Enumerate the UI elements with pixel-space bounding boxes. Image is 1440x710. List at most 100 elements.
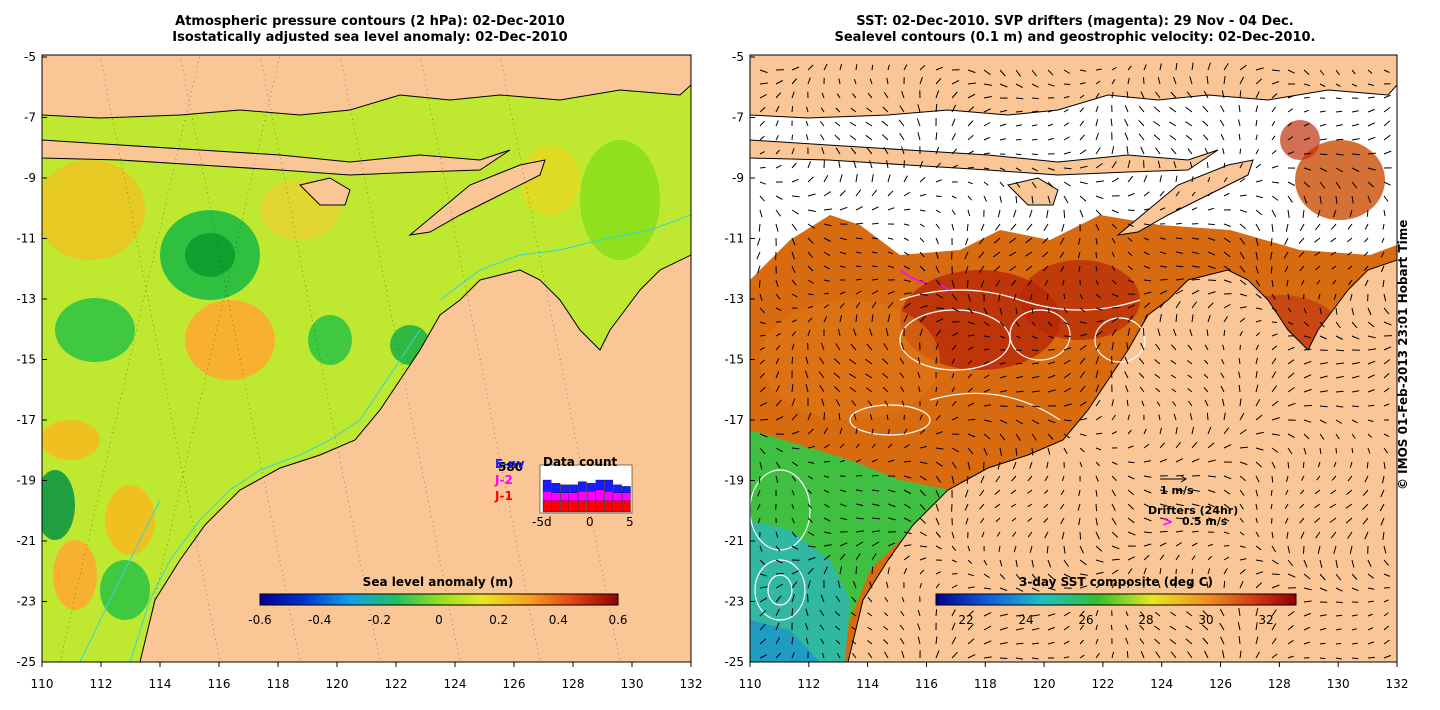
velocity-arrow	[935, 475, 942, 483]
velocity-arrow	[1095, 132, 1099, 141]
data-count-bar-j1	[586, 500, 596, 513]
velocity-arrow	[1061, 531, 1065, 540]
velocity-arrow	[1175, 278, 1184, 281]
velocity-arrow	[887, 190, 894, 197]
velocity-arrow	[1270, 489, 1273, 496]
velocity-arrow	[1271, 573, 1280, 575]
velocity-arrow	[967, 181, 973, 185]
velocity-arrow	[1207, 291, 1216, 295]
velocity-arrow	[1316, 475, 1321, 481]
velocity-arrow	[1203, 373, 1209, 379]
velocity-arrow	[1095, 447, 1102, 451]
velocity-arrow	[1223, 162, 1226, 169]
velocity-arrow	[1159, 251, 1167, 255]
velocity-arrow	[1335, 587, 1343, 592]
velocity-arrow	[1204, 359, 1209, 365]
right-lon-tick-label: 110	[739, 677, 762, 691]
velocity-arrow	[1271, 417, 1280, 421]
velocity-arrow	[855, 517, 864, 520]
velocity-arrow	[1095, 384, 1100, 393]
velocity-arrow	[995, 475, 1001, 483]
velocity-arrow	[1063, 209, 1066, 219]
velocity-arrow	[1047, 419, 1056, 424]
velocity-arrow	[919, 475, 927, 481]
velocity-arrow	[1126, 146, 1129, 155]
velocity-arrow	[1124, 105, 1129, 113]
velocity-arrow	[1362, 489, 1369, 497]
velocity-arrow	[1015, 362, 1023, 365]
velocity-arrow	[806, 106, 809, 113]
velocity-arrow	[1367, 152, 1376, 155]
velocity-arrow	[818, 371, 825, 379]
velocity-arrow	[807, 237, 814, 244]
velocity-arrow	[1255, 571, 1264, 575]
velocity-arrow	[1063, 83, 1071, 85]
velocity-arrow	[1095, 209, 1102, 216]
velocity-arrow	[983, 335, 990, 338]
velocity-arrow	[1383, 625, 1390, 631]
velocity-arrow	[759, 334, 766, 337]
velocity-arrow	[791, 384, 794, 393]
velocity-arrow	[1283, 251, 1289, 259]
velocity-arrow	[759, 321, 766, 325]
velocity-arrow	[834, 625, 841, 631]
velocity-arrow	[1095, 545, 1103, 552]
velocity-arrow	[1255, 67, 1264, 71]
velocity-arrow	[1079, 371, 1086, 379]
right-lon-tick-label: 130	[1327, 677, 1350, 691]
velocity-arrow	[775, 595, 782, 603]
velocity-arrow	[1011, 517, 1017, 522]
velocity-arrow	[1047, 109, 1054, 113]
velocity-arrow	[900, 386, 905, 393]
velocity-arrow	[1095, 652, 1100, 659]
velocity-arrow	[1015, 349, 1022, 352]
velocity-arrow	[1223, 223, 1231, 227]
velocity-arrow	[919, 237, 925, 243]
velocity-arrow	[871, 314, 874, 323]
velocity-arrow	[965, 237, 969, 246]
velocity-arrow	[883, 612, 889, 617]
velocity-arrow	[869, 581, 873, 589]
velocity-arrow	[951, 545, 957, 551]
velocity-arrow	[1169, 639, 1177, 645]
velocity-arrow	[1383, 403, 1390, 407]
velocity-arrow	[820, 594, 825, 603]
velocity-arrow	[1299, 517, 1305, 524]
velocity-arrow	[1363, 265, 1369, 271]
velocity-arrow	[999, 657, 1008, 659]
left-lon-tick-label: 116	[208, 677, 231, 691]
velocity-arrow	[855, 290, 862, 295]
velocity-arrow	[901, 400, 905, 407]
velocity-arrow	[1095, 356, 1100, 365]
velocity-arrow	[1154, 625, 1161, 631]
velocity-arrow	[1095, 265, 1098, 272]
velocity-arrow	[1127, 531, 1136, 536]
velocity-arrow	[1010, 503, 1017, 508]
right-lon-tick-label: 112	[797, 677, 820, 691]
velocity-arrow	[791, 651, 795, 659]
velocity-arrow	[1284, 517, 1289, 524]
velocity-arrow	[759, 82, 768, 85]
velocity-arrow	[1271, 149, 1277, 155]
velocity-arrow	[805, 356, 809, 365]
velocity-arrow	[1143, 314, 1148, 323]
velocity-arrow	[1303, 360, 1312, 365]
velocity-arrow	[1333, 545, 1337, 554]
velocity-arrow	[935, 66, 943, 71]
velocity-arrow	[1220, 105, 1225, 113]
velocity-arrow	[821, 652, 825, 659]
velocity-arrow	[1271, 223, 1274, 232]
velocity-arrow	[759, 447, 766, 455]
velocity-arrow	[839, 427, 843, 435]
velocity-arrow	[1299, 265, 1305, 272]
velocity-arrow	[1175, 62, 1178, 71]
velocity-arrow	[899, 637, 905, 645]
velocity-arrow	[823, 427, 829, 435]
velocity-arrow	[1111, 489, 1117, 497]
velocity-arrow	[916, 118, 921, 127]
velocity-arrow	[1383, 373, 1390, 379]
velocity-arrow	[983, 307, 988, 315]
velocity-arrow	[1202, 105, 1209, 113]
velocity-arrow	[1127, 556, 1135, 561]
velocity-arrow	[967, 418, 976, 421]
